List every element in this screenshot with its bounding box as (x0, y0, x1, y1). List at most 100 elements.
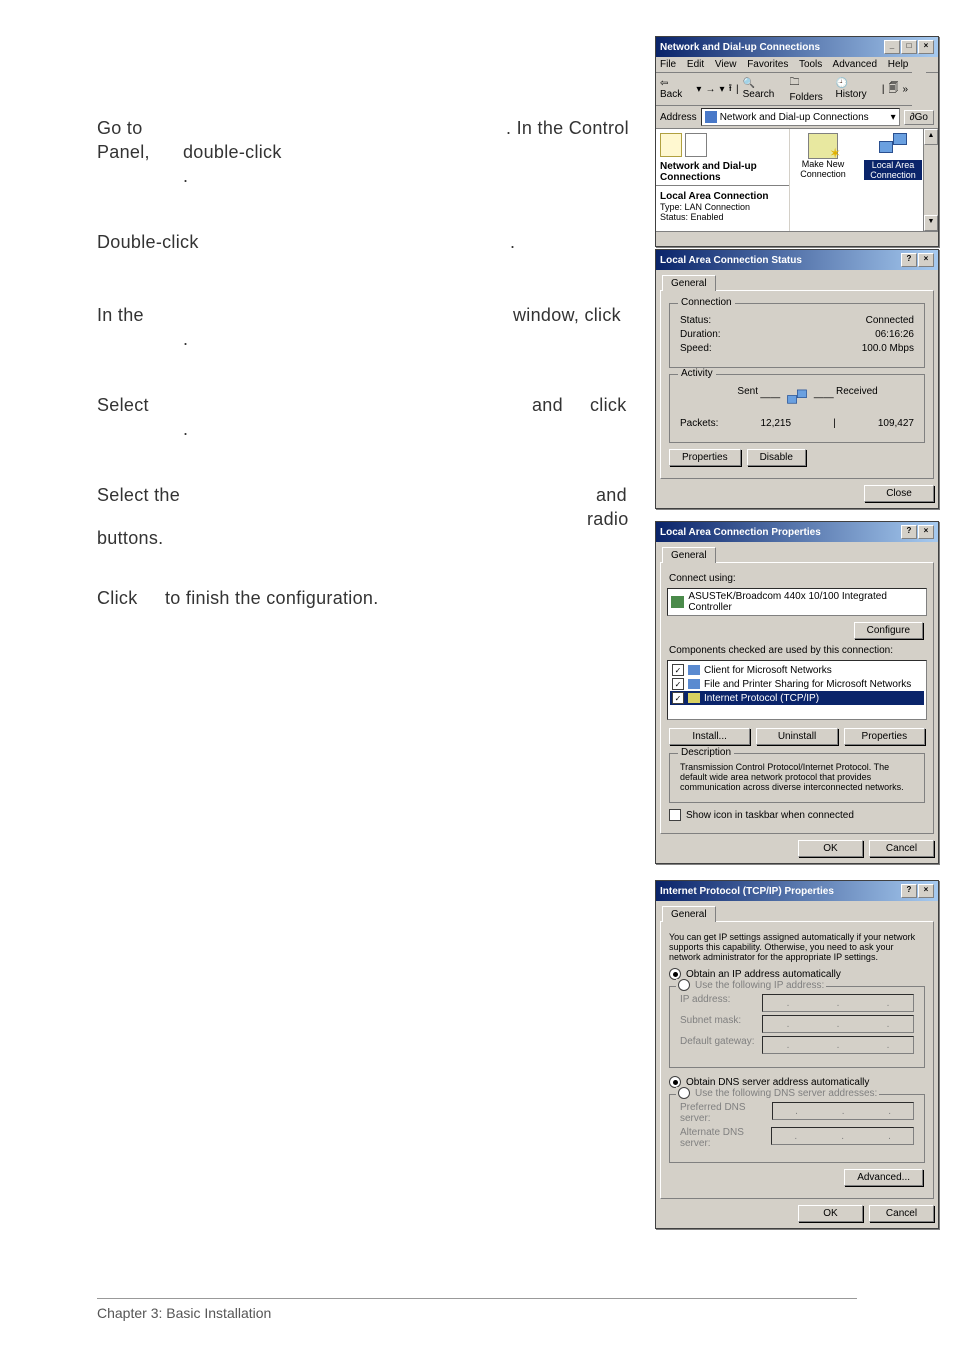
address-input[interactable]: Network and Dial-up Connections ▾ (701, 108, 900, 126)
group-connection: Connection Status:Connected Duration:06:… (669, 303, 925, 368)
throbber-icon (912, 70, 926, 82)
ok-button-3[interactable]: OK (798, 840, 863, 857)
sub-status: Status: Enabled (660, 212, 785, 222)
folders-button[interactable]: 🗀Folders (789, 75, 831, 103)
window-network-dialup: Network and Dial-up Connections _ □ × Fi… (655, 36, 939, 247)
close-button-2[interactable]: × (918, 253, 934, 267)
components-label: Components checked are used by this conn… (669, 645, 925, 656)
menu-help[interactable]: Help (888, 59, 909, 70)
chk-tcpip[interactable]: ✓ (672, 692, 684, 704)
min-button[interactable]: _ (884, 40, 900, 54)
disable-button[interactable]: Disable (747, 449, 806, 466)
install-button[interactable]: Install... (669, 728, 750, 745)
local-area-connection[interactable]: Local Area Connection (864, 133, 922, 227)
text-panel: Panel, (97, 142, 150, 163)
up-button[interactable]: ⭱ (728, 81, 732, 98)
help-button[interactable]: ? (901, 253, 917, 267)
close-button-3[interactable]: × (918, 525, 934, 539)
text-dot1: . (183, 166, 188, 187)
ok-button-4[interactable]: OK (798, 1205, 863, 1222)
page-icon (685, 133, 707, 157)
back-button[interactable]: ⇦ Back (660, 78, 692, 100)
text-dblclick2: Double-click (97, 232, 199, 253)
max-button[interactable]: □ (901, 40, 917, 54)
components-list[interactable]: ✓Client for Microsoft Networks ✓File and… (667, 660, 927, 720)
cancel-button-3[interactable]: Cancel (869, 840, 934, 857)
menu-tools[interactable]: Tools (799, 59, 822, 70)
text-andclick: and (532, 395, 563, 416)
menu-file[interactable]: File (660, 59, 676, 70)
properties-button[interactable]: Properties (669, 449, 741, 466)
cancel-button-4[interactable]: Cancel (869, 1205, 934, 1222)
network-icon (879, 133, 907, 157)
alt-dns-field: ... (771, 1127, 914, 1145)
close-button-status[interactable]: Close (864, 485, 934, 502)
toolbar-win1: ⇦ Back ▾→▾ ⭱ | 🔍Search 🗀Folders 🕘History… (656, 73, 912, 106)
titlebar-win4: Internet Protocol (TCP/IP) Properties ? … (656, 881, 938, 901)
radio-use-ip[interactable]: Use the following IP address: (676, 979, 826, 991)
text-and2: and (596, 485, 627, 506)
icon-pane: ✶ Make New Connection Local Area Connect… (790, 129, 938, 231)
advanced-button[interactable]: Advanced... (844, 1169, 923, 1186)
tcpip-icon (688, 693, 700, 703)
text-dblclick1: double-click (183, 142, 282, 163)
chk-fileshare[interactable]: ✓ (672, 678, 684, 690)
chk-client[interactable]: ✓ (672, 664, 684, 676)
title-win3: Local Area Connection Properties (660, 527, 821, 538)
radio-use-dns[interactable]: Use the following DNS server addresses: (676, 1087, 879, 1099)
go-button[interactable]: ∂Go (904, 110, 934, 125)
gateway-field: ... (762, 1036, 914, 1054)
address-label: Address (660, 112, 697, 123)
text-dot3: . (183, 329, 188, 350)
speed-value: 100.0 Mbps (862, 343, 914, 354)
group-description: Description Transmission Control Protoco… (669, 753, 925, 803)
menu-favorites[interactable]: Favorites (747, 59, 788, 70)
subnet-field: ... (762, 1015, 914, 1033)
text-selectthe: Select the (97, 485, 180, 506)
fileshare-icon (688, 679, 700, 689)
help-button-3[interactable]: ? (901, 525, 917, 539)
folder-icon (660, 133, 682, 157)
search-button[interactable]: 🔍Search (743, 78, 786, 100)
make-new-connection[interactable]: ✶ Make New Connection (794, 133, 852, 227)
footer-chapter: Chapter 3: Basic Installation (97, 1298, 857, 1321)
text-clickfinish1: Click (97, 588, 138, 609)
text-radio: radio (587, 509, 629, 530)
menu-view[interactable]: View (715, 59, 737, 70)
text-incontrol: . In the Control (506, 118, 629, 139)
scrollbar[interactable]: ▲ ▼ (923, 129, 938, 231)
sub-lac: Local Area Connection (660, 191, 785, 202)
menu-edit[interactable]: Edit (687, 59, 704, 70)
packets-sent: 12,215 (760, 418, 791, 429)
title-win2: Local Area Connection Status (660, 255, 802, 266)
address-icon (705, 111, 717, 123)
configure-button[interactable]: Configure (854, 622, 923, 639)
text-click: click (590, 395, 627, 416)
show-icon-checkbox[interactable] (669, 809, 681, 821)
fwd-button[interactable]: → (705, 84, 715, 95)
window-tcpip-properties: Internet Protocol (TCP/IP) Properties ? … (655, 880, 939, 1229)
group-dns: Use the following DNS server addresses: … (669, 1094, 925, 1163)
left-pane: Network and Dial-up Connections Local Ar… (656, 129, 790, 231)
help-button-4[interactable]: ? (901, 884, 917, 898)
group-activity: Activity Sent —— —— Received Packets: 12… (669, 374, 925, 443)
pref-dns-field: ... (772, 1102, 914, 1120)
close-button[interactable]: × (918, 40, 934, 54)
show-icon-label: Show icon in taskbar when connected (686, 810, 854, 821)
packets-recv: 109,427 (878, 418, 914, 429)
menu-advanced[interactable]: Advanced (833, 59, 877, 70)
tab-general-3[interactable]: General (662, 547, 716, 563)
history-button[interactable]: 🕘History (836, 78, 878, 100)
text-clickfinish2: to finish the configuration. (165, 588, 379, 609)
properties-button-3[interactable]: Properties (844, 728, 925, 745)
uninstall-button[interactable]: Uninstall (756, 728, 837, 745)
text-select: Select (97, 395, 149, 416)
tab-general-4[interactable]: General (662, 906, 716, 922)
status-value: Connected (866, 315, 914, 326)
text-windowclick: window, click (513, 305, 621, 326)
tab-general-2[interactable]: General (662, 275, 716, 291)
title-win1: Network and Dial-up Connections (660, 42, 820, 53)
text-inthe: In the (97, 305, 144, 326)
close-button-4[interactable]: × (918, 884, 934, 898)
copy-icon[interactable]: 🗐 (888, 81, 898, 98)
